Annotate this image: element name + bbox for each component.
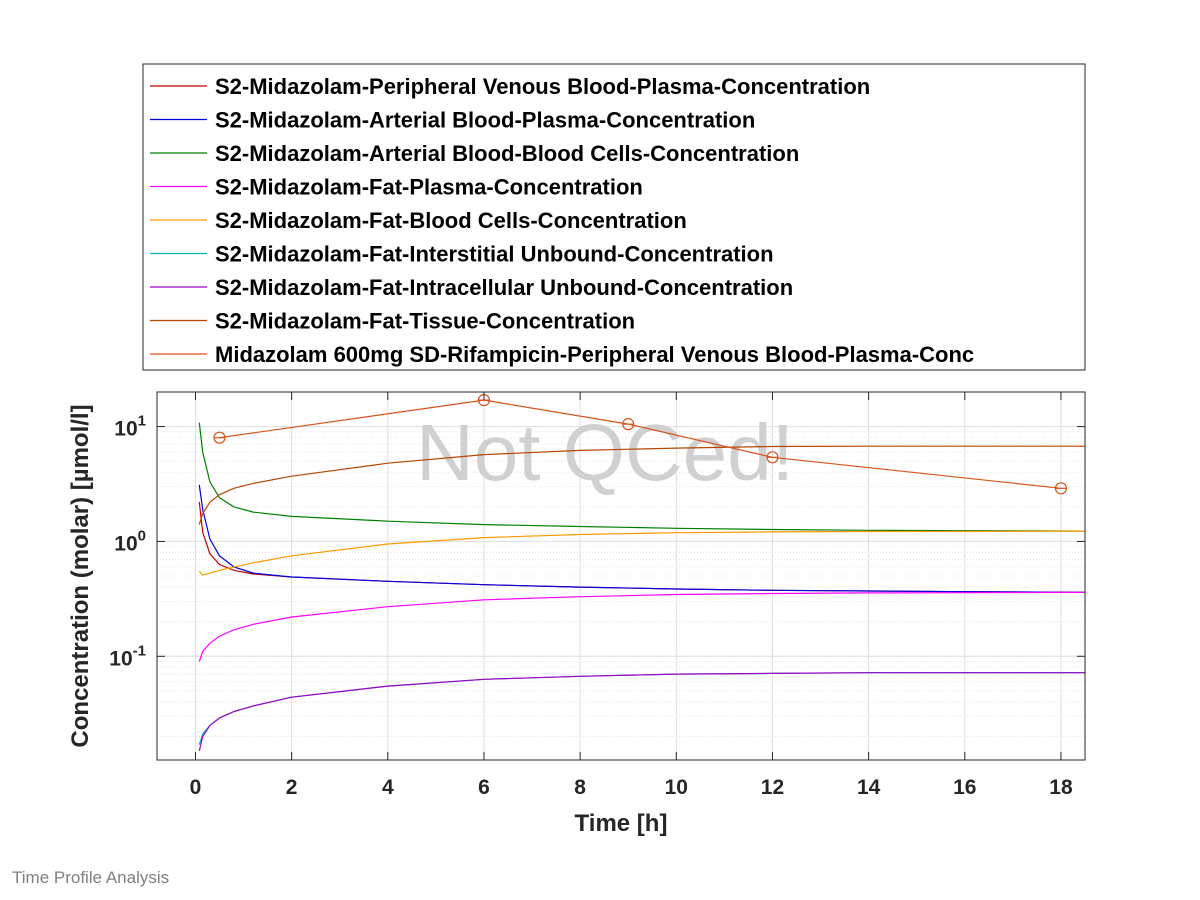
x-tick-label: 0 <box>190 776 202 799</box>
y-axis-label: Concentration (molar) [µmol/l] <box>67 404 94 747</box>
series-line-4 <box>198 591 1085 662</box>
axis-ticks: 0 2 4 6 8 10 12 14 16 18 10-1 100 101 <box>109 392 1085 799</box>
series-line-3 <box>198 422 1085 532</box>
y-tick-label: 100 <box>114 527 146 555</box>
legend-entry: S2-Midazolam-Fat-Tissue-Concentration <box>215 309 635 334</box>
series-line-2 <box>198 484 1085 594</box>
x-tick-label: 12 <box>761 776 784 799</box>
series-layer <box>198 394 1085 752</box>
legend-box <box>142 63 1086 371</box>
watermark: Not QCed! <box>416 408 794 497</box>
legend-entry: S2-Midazolam-Fat-Intracellular Unbound-C… <box>215 275 793 300</box>
legend: S2-Midazolam-Peripheral Venous Blood-Pla… <box>142 63 1086 371</box>
series-line-5 <box>198 530 1085 576</box>
legend-entry: S2-Midazolam-Fat-Plasma-Concentration <box>215 175 643 200</box>
x-tick-label: 18 <box>1049 776 1073 799</box>
x-tick-label: 16 <box>953 776 976 799</box>
x-tick-label: 2 <box>286 776 298 799</box>
x-axis-label: Time [h] <box>575 810 668 837</box>
legend-entry: S2-Midazolam-Peripheral Venous Blood-Pla… <box>215 74 870 99</box>
series-line-7 <box>198 672 1085 752</box>
x-tick-label: 8 <box>574 776 586 799</box>
legend-entry: S2-Midazolam-Fat-Interstitial Unbound-Co… <box>215 242 774 267</box>
y-tick-label: 10-1 <box>109 642 146 670</box>
x-tick-label: 6 <box>478 776 490 799</box>
y-tick-label: 101 <box>114 413 146 441</box>
x-tick-label: 10 <box>665 776 688 799</box>
legend-entry: S2-Midazolam-Fat-Blood Cells-Concentrati… <box>215 208 687 233</box>
plot-frame <box>156 391 1086 761</box>
legend-entry: Midazolam 600mg SD-Rifampicin-Peripheral… <box>215 342 974 367</box>
x-tick-label: 4 <box>382 776 394 799</box>
x-tick-label: 14 <box>857 776 881 799</box>
grid <box>157 391 1085 760</box>
series-line-8 <box>198 445 1085 525</box>
legend-entry: S2-Midazolam-Arterial Blood-Plasma-Conce… <box>215 108 755 133</box>
legend-entry: S2-Midazolam-Arterial Blood-Blood Cells-… <box>215 141 799 166</box>
footer-label: Time Profile Analysis <box>12 868 170 887</box>
